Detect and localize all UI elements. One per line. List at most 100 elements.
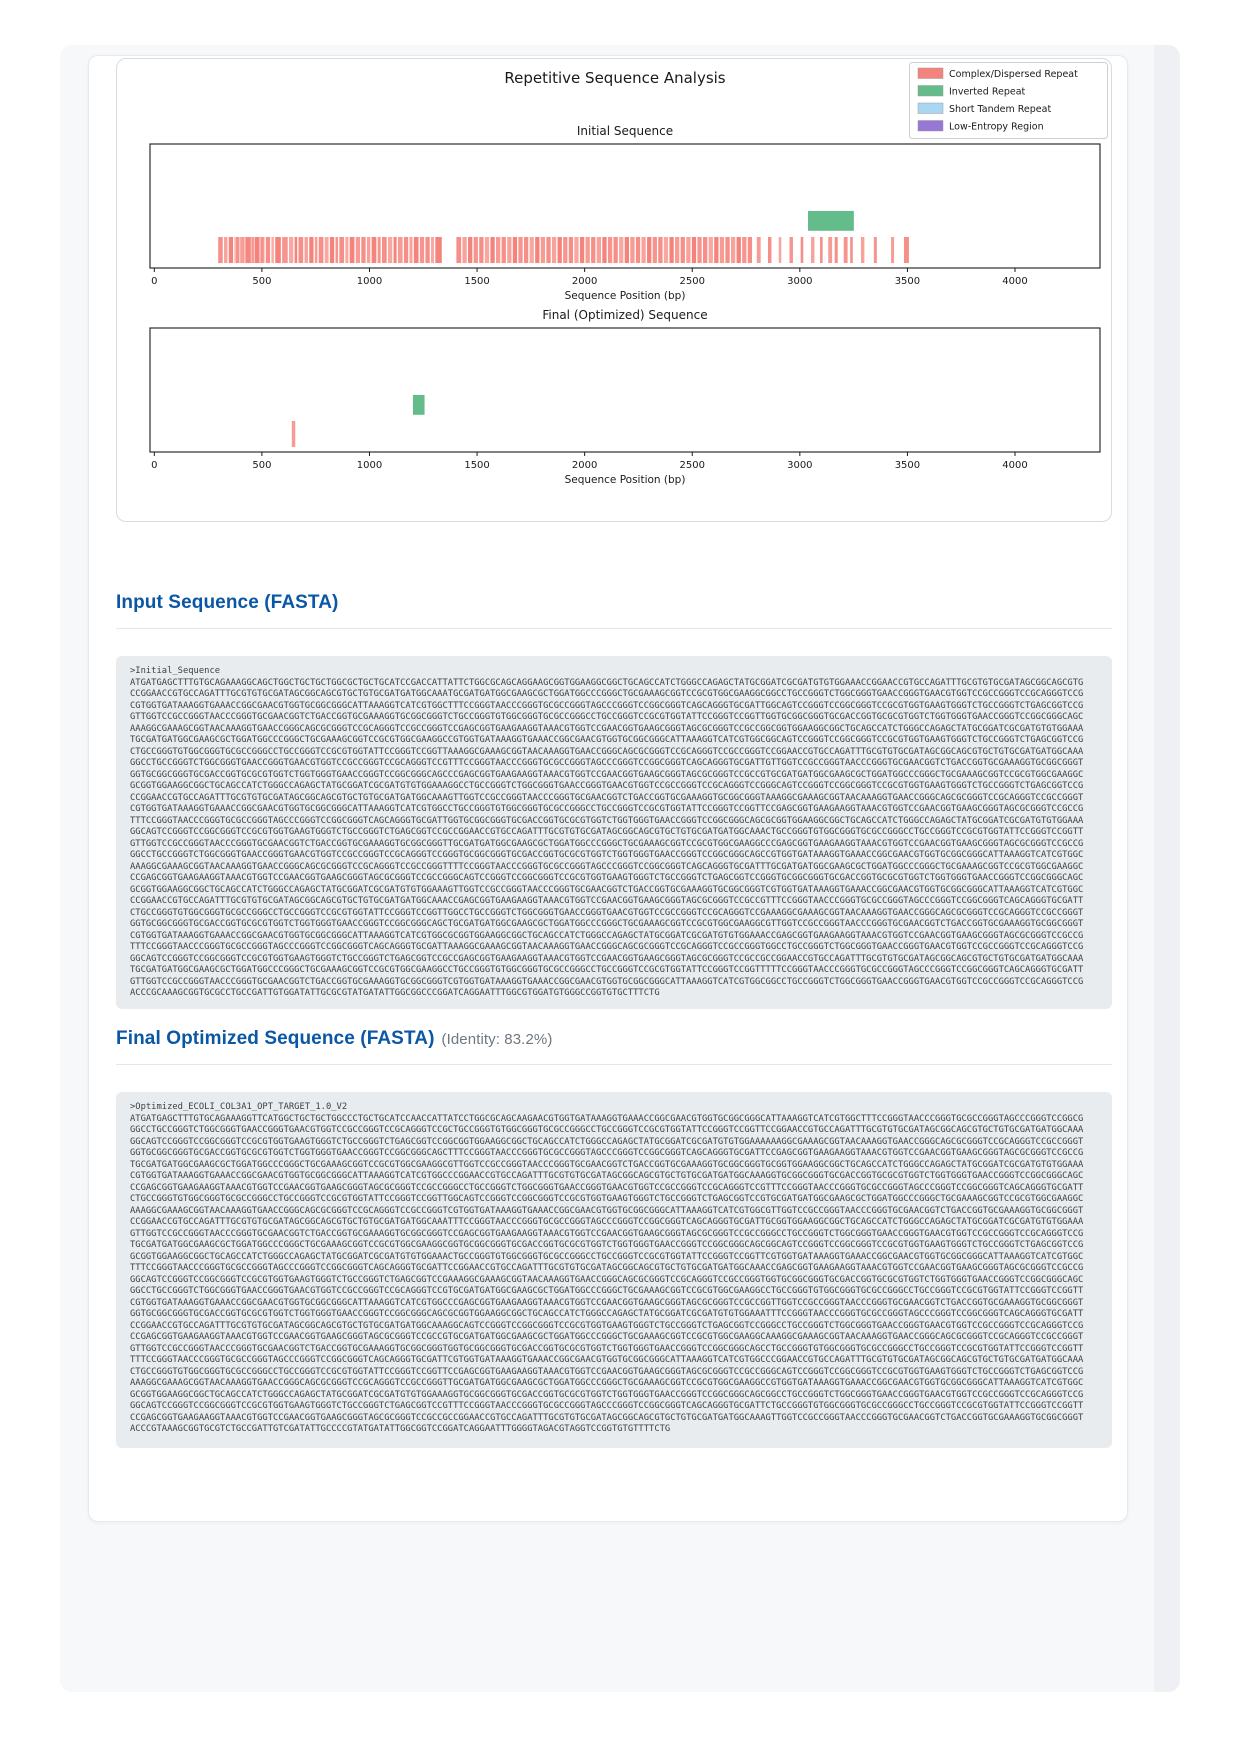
complex-repeat-span [652, 237, 657, 264]
subplot-2-tick-label: 2000 [572, 460, 597, 471]
complex-repeat-span [251, 237, 255, 264]
complex-repeat-span [490, 237, 495, 264]
subplot-2-xlabel: Sequence Position (bp) [565, 474, 686, 486]
complex-repeat-span [419, 237, 425, 264]
complex-repeat-span [339, 237, 345, 264]
complex-repeat-span [546, 237, 551, 264]
legend-swatch-2 [917, 85, 944, 97]
complex-repeat-span [381, 237, 387, 264]
subplot-1-tick-label: 3500 [895, 276, 920, 287]
complex-repeat-span [507, 237, 512, 264]
complex-repeat-span [318, 237, 324, 264]
complex-repeat-span [282, 237, 288, 264]
complex-repeat-span [820, 237, 823, 264]
complex-repeat-span [850, 237, 853, 264]
complex-repeat-span [756, 237, 761, 264]
complex-repeat-span [349, 237, 355, 264]
complex-repeat-span [860, 237, 865, 264]
inverted-repeat-span [412, 394, 425, 415]
legend-label-4: Low-Entropy Region [949, 122, 1044, 133]
complex-repeat-span [377, 237, 381, 264]
subplot-1-tick-label: 2500 [680, 276, 705, 287]
subplot-2-tick-label: 500 [252, 460, 271, 471]
legend-swatch-4 [917, 120, 944, 132]
complex-repeat-span [245, 237, 251, 264]
subplot-1-box [149, 143, 1101, 269]
subplot-2-tick-label: 3000 [787, 460, 812, 471]
complex-repeat-span [647, 237, 652, 264]
complex-repeat-span [747, 237, 753, 264]
complex-repeat-span [329, 237, 335, 264]
legend-label-2: Inverted Repeat [949, 87, 1026, 98]
complex-repeat-span [271, 237, 274, 264]
complex-repeat-span [345, 237, 349, 264]
complex-repeat-span [778, 237, 782, 264]
complex-repeat-span [619, 237, 624, 264]
complex-repeat-span [789, 237, 793, 264]
complex-repeat-span [403, 237, 409, 264]
complex-repeat-span [473, 237, 478, 264]
complex-repeat-span [742, 237, 747, 264]
complex-repeat-span [393, 237, 397, 264]
subplot-1-tick-label: 2000 [572, 276, 597, 287]
complex-repeat-span [557, 237, 562, 264]
subplot-2-tick-label: 1000 [357, 460, 382, 471]
complex-repeat-span [484, 237, 490, 264]
complex-repeat-span [585, 237, 590, 264]
complex-repeat-span [235, 237, 240, 264]
complex-repeat-span [873, 237, 877, 264]
subplot-1-tick-label: 3000 [787, 276, 812, 287]
complex-repeat-span [529, 237, 534, 264]
complex-repeat-span [309, 237, 314, 264]
complex-repeat-span [669, 237, 674, 264]
subplot-1-title: Initial Sequence [577, 124, 673, 138]
complex-repeat-span [624, 237, 629, 264]
complex-repeat-span [431, 237, 435, 264]
complex-repeat-span [397, 237, 403, 264]
subplot-1-tick-label: 500 [252, 276, 271, 287]
input-fasta-block: >Initial_Sequence ATGATGAGCTTTGTGCAGAAAG… [116, 656, 1112, 1009]
complex-repeat-span [265, 237, 271, 264]
complex-repeat-span [324, 237, 329, 264]
complex-repeat-span [686, 237, 691, 264]
subplot-1-tick-label: 1000 [357, 276, 382, 287]
complex-repeat-span [366, 237, 371, 264]
subplot-2-tick-label: 4000 [1002, 460, 1027, 471]
complex-repeat-span [255, 237, 260, 264]
complex-repeat-span [291, 421, 296, 448]
complex-repeat-span [800, 237, 804, 264]
complex-repeat-span [834, 237, 838, 264]
complex-repeat-span [501, 237, 506, 264]
complex-repeat-span [456, 237, 462, 264]
subplot-1-tick-label: 4000 [1002, 276, 1027, 287]
complex-repeat-span [663, 237, 669, 264]
complex-repeat-span [579, 237, 585, 264]
identity-badge: (Identity: 83.2%) [441, 1031, 553, 1048]
chart-title: Repetitive Sequence Analysis [504, 69, 725, 87]
complex-repeat-span [496, 237, 501, 264]
complex-repeat-span [304, 237, 308, 264]
complex-repeat-span [891, 237, 895, 264]
complex-repeat-span [708, 237, 713, 264]
complex-repeat-span [435, 237, 442, 264]
complex-repeat-span [462, 237, 467, 264]
complex-repeat-span [289, 237, 294, 264]
complex-repeat-span [635, 237, 641, 264]
complex-repeat-span [535, 237, 540, 264]
legend-swatch-3 [917, 102, 944, 114]
complex-repeat-span [409, 237, 413, 264]
complex-repeat-span [602, 237, 607, 264]
complex-repeat-span [275, 237, 281, 264]
scrollbar-track[interactable] [1154, 45, 1180, 1692]
legend-label-3: Short Tandem Repeat [949, 104, 1051, 115]
complex-repeat-span [630, 237, 635, 264]
subplot-1-xlabel: Sequence Position (bp) [565, 290, 686, 302]
subplot-1-tick-label: 1500 [464, 276, 489, 287]
complex-repeat-span [843, 237, 848, 264]
complex-repeat-span [540, 237, 546, 264]
complex-repeat-span [468, 237, 473, 264]
complex-repeat-span [228, 237, 234, 264]
complex-repeat-span [730, 237, 736, 264]
complex-repeat-span [903, 237, 909, 264]
complex-repeat-span [725, 237, 730, 264]
